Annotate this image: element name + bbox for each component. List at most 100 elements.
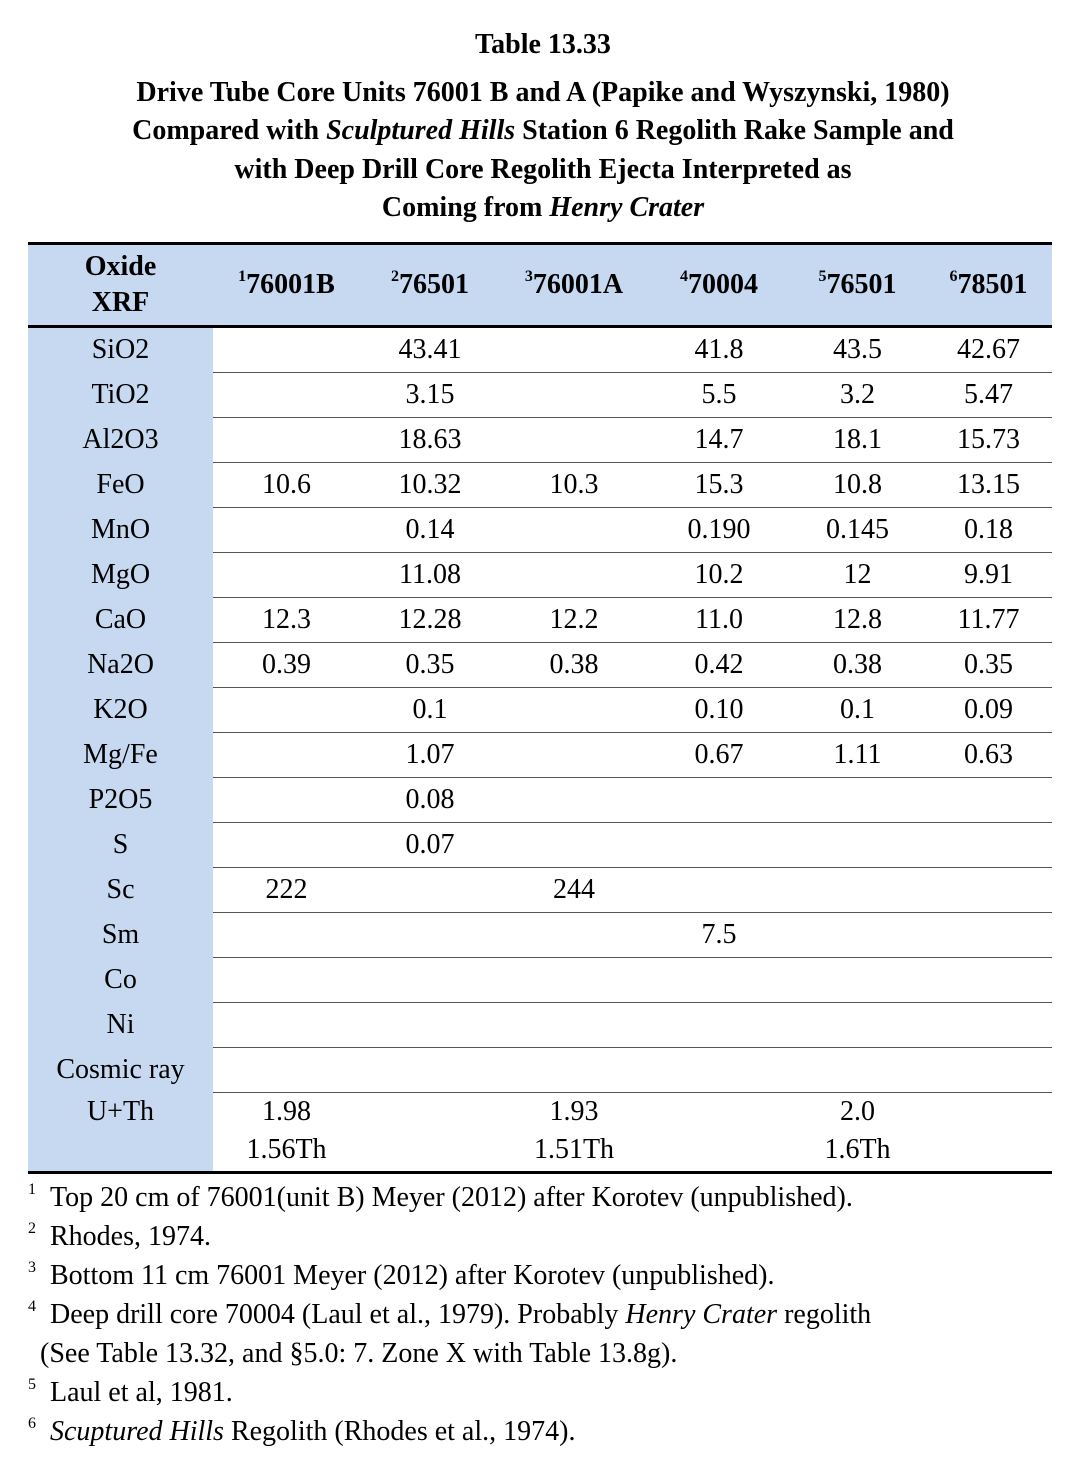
empty-cell [213,507,360,553]
table-row: S 0.07 [28,822,1052,868]
cell: 0.1 [360,687,500,733]
column-header: 276501 [360,243,500,328]
footnote-mark: 4 [28,1298,36,1315]
empty-cell [500,1002,648,1048]
corner-header: Oxide XRF [28,243,213,328]
empty-cell [360,957,500,1003]
table-row: K2O 0.1 0.10 0.1 0.09 [28,687,1052,733]
row-label: K2O [28,687,213,733]
table-row: Na2O 0.39 0.35 0.38 0.42 0.38 0.35 [28,642,1052,688]
footnote-ref: 1 [238,268,247,285]
text: Regolith (Rhodes et al., 1974). [223,1416,576,1447]
title-block: Table 13.33 Drive Tube Core Units 76001 B… [0,26,1086,228]
empty-cell [925,867,1052,913]
column-label: 76001B [246,269,335,300]
table-row: U+Th 1.98 1.56Th 1.93 1.51Th 2.0 1.6Th [28,1092,1052,1173]
subtitle-line: Drive Tube Core Units 76001 B and A (Pap… [0,74,1086,113]
text: Deep drill core 70004 (Laul et al., 1979… [50,1299,626,1330]
footnotes: 1 Top 20 cm of 76001(unit B) Meyer (2012… [28,1178,1068,1451]
footnote-ref: 2 [391,268,399,285]
spacer [36,1260,50,1291]
empty-cell [500,507,648,553]
row-label: P2O5 [28,777,213,823]
cell: 14.7 [648,417,790,463]
footnote-line: 5 Laul et al, 1981. [28,1373,1068,1412]
cell: 0.18 [925,507,1052,553]
empty-cell [360,912,500,958]
cell: 244 [500,867,648,913]
footnote-line: 6 Scuptured Hills Regolith (Rhodes et al… [28,1412,1068,1451]
cell: 13.15 [925,462,1052,508]
row-label: TiO2 [28,372,213,418]
cell: 1.07 [360,732,500,778]
empty-cell [360,1047,500,1093]
column-header: 678501 [925,243,1052,328]
spacer [36,1377,50,1408]
footnote-line: 4 Deep drill core 70004 (Laul et al., 19… [28,1295,1068,1334]
cell: 0.38 [500,642,648,688]
row-label: S [28,822,213,868]
column-label: 78501 [957,269,1028,300]
empty-cell [213,552,360,598]
table-row: TiO2 3.15 5.5 3.2 5.47 [28,372,1052,418]
cell: 7.5 [648,912,790,958]
row-label: Sc [28,867,213,913]
italic-text: Sculptured Hills [326,115,516,146]
data-table: Oxide XRF 176001B 276501 376001A 470004 576501… [28,242,1052,1174]
empty-cell [790,1047,925,1093]
row-label: MgO [28,552,213,598]
cell: 10.6 [213,462,360,508]
cell: 0.14 [360,507,500,553]
empty-cell [648,1093,790,1173]
table-row: MgO 11.08 10.2 12 9.91 [28,552,1052,598]
text: Coming from [381,192,550,223]
text: Station 6 Regolith Rake Sample and [515,115,954,146]
empty-cell [648,957,790,1003]
header-row: Oxide XRF 176001B 276501 376001A 470004 576501… [28,243,1052,328]
cell: 0.145 [790,507,925,553]
empty-cell [648,1002,790,1048]
text: regolith [777,1299,872,1330]
footnote-mark: 3 [28,1259,36,1276]
cell: 5.47 [925,372,1052,418]
cell: 10.3 [500,462,648,508]
empty-cell [648,867,790,913]
footnote-mark: 1 [28,1181,36,1198]
table-row: MnO 0.14 0.190 0.145 0.18 [28,507,1052,553]
cell: 0.09 [925,687,1052,733]
table-row: Co [28,957,1052,1003]
cell: 0.08 [360,777,500,823]
footnote-line: 1 Top 20 cm of 76001(unit B) Meyer (2012… [28,1178,1068,1217]
italic-text: Henry Crater [625,1299,778,1330]
column-header: 470004 [648,243,790,328]
cell: 12.2 [500,597,648,643]
row-label: Ni [28,1002,213,1048]
empty-cell [500,732,648,778]
column-header: 376001A [500,243,648,328]
table-row: Ni [28,1002,1052,1048]
column-label: 76501 [826,269,897,300]
footnote-ref: 5 [818,268,827,285]
cell: 43.41 [360,326,500,373]
empty-cell [790,777,925,823]
empty-cell [213,1047,360,1093]
subtitle-line: with Deep Drill Core Regolith Ejecta Int… [0,151,1086,190]
text: Rhodes, 1974. [50,1221,211,1252]
row-label: SiO2 [28,326,213,373]
row-label: Mg/Fe [28,732,213,778]
empty-cell [500,417,648,463]
empty-cell [213,822,360,868]
cell: 11.0 [648,597,790,643]
subtitle-line: Compared with Sculptured Hills Station 6… [0,112,1086,151]
empty-cell [500,1047,648,1093]
table-row: Al2O3 18.63 14.7 18.1 15.73 [28,417,1052,463]
table-row: Cosmic ray [28,1047,1052,1093]
cell: 9.91 [925,552,1052,598]
cell: 11.77 [925,597,1052,643]
row-label: U+Th [28,1092,213,1173]
cell: 0.10 [648,687,790,733]
cell: 10.32 [360,462,500,508]
footnote-ref: 6 [949,268,958,285]
text: Laul et al, 1981. [50,1377,233,1408]
